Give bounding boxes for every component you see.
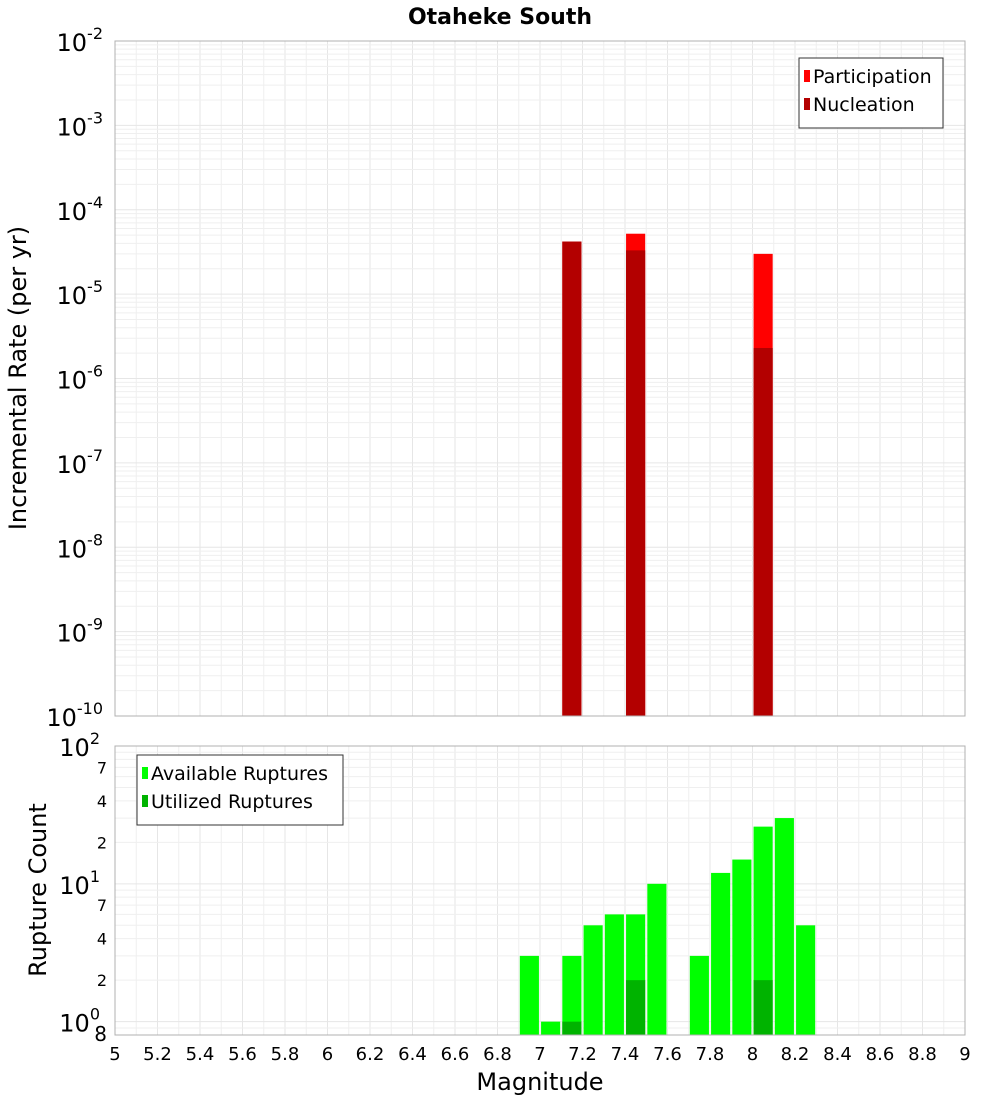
bottom-y-tick-major: 100 (59, 1005, 100, 1038)
legend-label: Utilized Ruptures (151, 791, 313, 813)
top-y-axis-label: Incremental Rate (per yr) (4, 226, 32, 530)
legend-box (136, 754, 344, 826)
bar-available-ruptures-8.25 (796, 925, 816, 1035)
bottom-bars (519, 818, 816, 1035)
bottom-y-tick-minor: 4 (97, 792, 107, 811)
bar-available-ruptures-7.25 (583, 925, 603, 1035)
bar-nucleation-8.05 (753, 347, 773, 716)
x-axis-label: Magnitude (476, 1068, 603, 1096)
top-y-tick-label: 10-2 (57, 24, 104, 57)
bottom-legend: Available Ruptures Utilized Ruptures (136, 754, 344, 826)
bar-available-ruptures-8.15 (774, 818, 794, 1035)
x-ticks: 5 5.2 5.4 5.6 5.8 6 6.2 6.4 6.6 6.8 7 7.2 7.4 7.6 7.8 8… (109, 1044, 970, 1065)
bar-available-ruptures-7.95 (732, 859, 752, 1035)
top-y-tick-label: 10-7 (57, 446, 104, 479)
x-tick-label: 7 (534, 1044, 545, 1065)
bottom-y-ticks: 100 101 102 8 2 4 7 2 4 7 (59, 729, 107, 1046)
x-tick-label: 5.6 (228, 1044, 257, 1065)
bottom-y-tick-minor: 7 (97, 896, 107, 915)
bar-available-ruptures-7.15 (562, 955, 582, 1035)
x-tick-label: 8 (747, 1044, 758, 1065)
top-y-tick-label: 10-3 (57, 108, 104, 141)
x-tick-label: 7.8 (696, 1044, 725, 1065)
legend-swatch (804, 70, 810, 82)
top-bars (562, 233, 773, 717)
x-tick-label: 6.2 (356, 1044, 385, 1065)
x-tick-label: 8.8 (908, 1044, 937, 1065)
bar-utilized-ruptures-8.05 (753, 980, 773, 1035)
chart-title: Otaheke South (408, 5, 592, 30)
bottom-y-tick-major: 101 (59, 867, 100, 900)
x-tick-label: 8.4 (823, 1044, 852, 1065)
top-y-ticks: 10-10 10-9 10-8 10-7 10-6 10-5 10-4 10-3 10-2 (46, 24, 103, 732)
bar-available-ruptures-7.35 (604, 914, 624, 1035)
bar-nucleation-7.45 (626, 250, 646, 717)
x-tick-label: 7.2 (568, 1044, 597, 1065)
legend-label: Available Ruptures (151, 763, 328, 785)
bar-utilized-ruptures-7.45 (626, 980, 646, 1035)
top-panel: 10-10 10-9 10-8 10-7 10-6 10-5 10-4 10-3 10-2 In… (4, 24, 966, 732)
bar-available-ruptures-7.55 (647, 883, 667, 1035)
top-y-tick-label: 10-6 (57, 362, 104, 395)
x-tick-label: 6.4 (398, 1044, 427, 1065)
bottom-y-tick-minor: 2 (97, 833, 107, 852)
bottom-y-tick-major: 102 (59, 729, 100, 762)
top-grid (114, 41, 966, 717)
bar-available-ruptures-7.05 (541, 1021, 561, 1035)
legend-swatch (804, 98, 810, 110)
legend-label: Nucleation (813, 94, 915, 116)
x-tick-label: 9 (959, 1044, 970, 1065)
x-tick-label: 8.2 (781, 1044, 810, 1065)
top-y-tick-label: 10-5 (57, 277, 104, 310)
bar-available-ruptures-7.75 (689, 955, 709, 1035)
x-tick-label: 7.6 (653, 1044, 682, 1065)
top-y-tick-label: 10-10 (46, 699, 103, 732)
bottom-y-axis-label: Rupture Count (24, 803, 52, 977)
legend-swatch (142, 795, 148, 807)
x-tick-label: 6 (322, 1044, 333, 1065)
top-y-tick-label: 10-8 (57, 530, 104, 563)
x-tick-label: 8.6 (866, 1044, 895, 1065)
bottom-y-tick-minor: 2 (97, 971, 107, 990)
bar-available-ruptures-7.85 (711, 872, 731, 1035)
top-legend: Participation Nucleation (798, 57, 944, 129)
top-y-tick-label: 10-9 (57, 615, 104, 648)
x-tick-label: 5.8 (271, 1044, 300, 1065)
bottom-panel: 100 101 102 8 2 4 7 2 4 7 5 5.2 5.4 5.6 5.8 6 6.2 6.4 6.6… (24, 729, 971, 1096)
bar-nucleation-7.15 (562, 241, 582, 717)
bottom-y-tick-minor: 8 (94, 1022, 107, 1046)
top-y-tick-label: 10-4 (57, 193, 104, 226)
top-plot-frame (114, 40, 966, 717)
bottom-y-tick-minor: 4 (97, 930, 107, 949)
x-tick-label: 6.6 (441, 1044, 470, 1065)
x-tick-label: 6.8 (483, 1044, 512, 1065)
bar-available-ruptures-6.95 (519, 955, 539, 1035)
bottom-plot-frame (114, 745, 966, 1036)
legend-box (798, 57, 944, 129)
bottom-y-tick-minor: 7 (97, 758, 107, 777)
legend-label: Participation (813, 66, 932, 88)
legend-swatch (142, 767, 148, 779)
bar-utilized-ruptures-7.15 (562, 1021, 582, 1035)
x-tick-label: 5.4 (186, 1044, 215, 1065)
x-tick-label: 5.2 (143, 1044, 172, 1065)
x-tick-label: 7.4 (611, 1044, 640, 1065)
x-tick-label: 5 (109, 1044, 120, 1065)
